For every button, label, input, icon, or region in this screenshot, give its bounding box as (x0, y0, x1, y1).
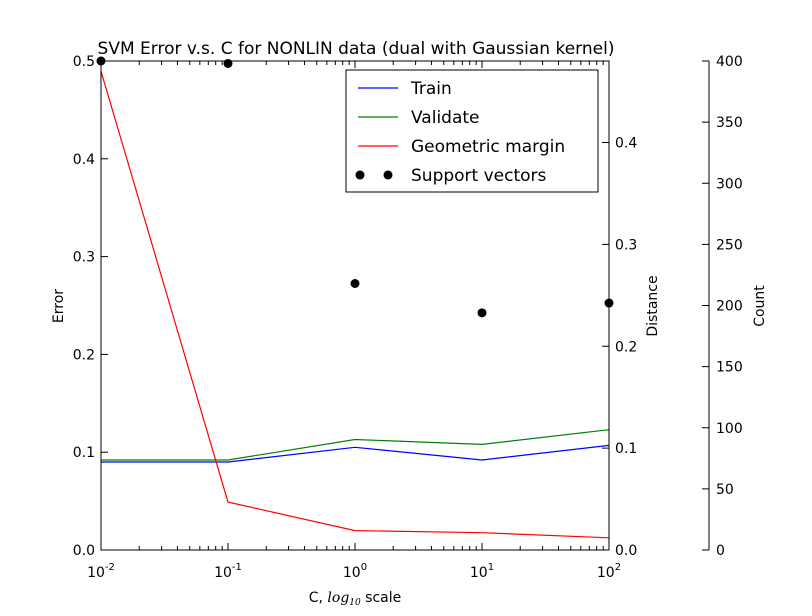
legend-label-1: Validate (411, 108, 480, 128)
x-tick-base-4: 10 (597, 565, 615, 581)
y-axis-label-count: Count (752, 285, 768, 327)
x-tick-exp-4: 2 (615, 562, 621, 573)
x-tick-label-0: 10-2 (87, 562, 115, 581)
y-axis-label-distance: Distance (645, 275, 661, 336)
series-line-1 (101, 429, 610, 461)
chart-title: SVM Error v.s. C for NONLIN data (dual w… (98, 39, 615, 59)
count-tick-label-5: 250 (716, 237, 743, 253)
x-axis-label: C, log10 scale (309, 590, 402, 608)
x-tick-label-3: 101 (470, 562, 494, 581)
y-axis-label-error: Error (51, 289, 67, 323)
x-tick-base-0: 10 (87, 565, 105, 581)
x-axis: 10-2 10-1 100 101 102 (87, 61, 621, 581)
legend-label-2: Geometric margin (411, 137, 565, 157)
distance-tick-label-2: 0.2 (615, 339, 637, 355)
count-tick-label-1: 50 (716, 482, 734, 498)
x-tick-base-1: 10 (214, 565, 232, 581)
distance-tick-label-0: 0.0 (615, 543, 637, 559)
x-tick-label-1: 10-1 (214, 562, 242, 581)
count-tick-label-8: 400 (716, 54, 743, 70)
x-tick-exp-2: 0 (361, 562, 367, 573)
count-tick-label-6: 300 (716, 176, 743, 192)
y-axis-distance: 0.0 0.1 0.2 0.3 0.4 (602, 136, 637, 559)
series-line-0 (101, 444, 610, 463)
error-tick-label-0: 0.0 (73, 543, 95, 559)
error-tick-label-2: 0.2 (73, 347, 95, 363)
distance-tick-label-1: 0.1 (615, 441, 637, 457)
count-tick-label-4: 200 (716, 299, 743, 315)
error-tick-label-3: 0.3 (73, 250, 95, 266)
y-axis-error: 0.0 0.1 0.2 0.3 0.4 0.5 (73, 54, 108, 559)
series-point-3-2 (350, 278, 360, 288)
series-line-2 (100, 71, 610, 539)
distance-tick-label-4: 0.4 (615, 136, 637, 152)
x-tick-exp-0: -2 (105, 562, 115, 573)
legend-label-0: Train (410, 79, 452, 99)
y-axis-count: 0 50 100 150 200 250 300 350 400 (702, 54, 743, 559)
x-tick-label-2: 100 (343, 562, 367, 581)
x-tick-exp-1: -1 (232, 562, 242, 573)
count-tick-label-2: 100 (716, 421, 743, 437)
x-tick-base-2: 10 (343, 565, 361, 581)
error-tick-label-5: 0.5 (73, 54, 95, 70)
legend-label-3: Support vectors (411, 166, 547, 186)
legend-swatch-dot-a-3 (355, 170, 365, 180)
distance-tick-label-3: 0.3 (615, 237, 637, 253)
count-tick-label-3: 150 (716, 360, 743, 376)
x-tick-base-3: 10 (470, 565, 488, 581)
count-tick-label-7: 350 (716, 115, 743, 131)
x-tick-exp-3: 1 (488, 562, 494, 573)
series-point-3-3 (477, 308, 487, 318)
legend-swatch-dot-b-3 (383, 170, 393, 180)
error-tick-label-1: 0.1 (73, 445, 95, 461)
count-tick-label-0: 0 (716, 543, 725, 559)
legend: Train Validate Geometric margin Support vec… (345, 69, 599, 193)
x-tick-label-4: 102 (597, 562, 621, 581)
error-tick-label-4: 0.4 (73, 152, 95, 168)
